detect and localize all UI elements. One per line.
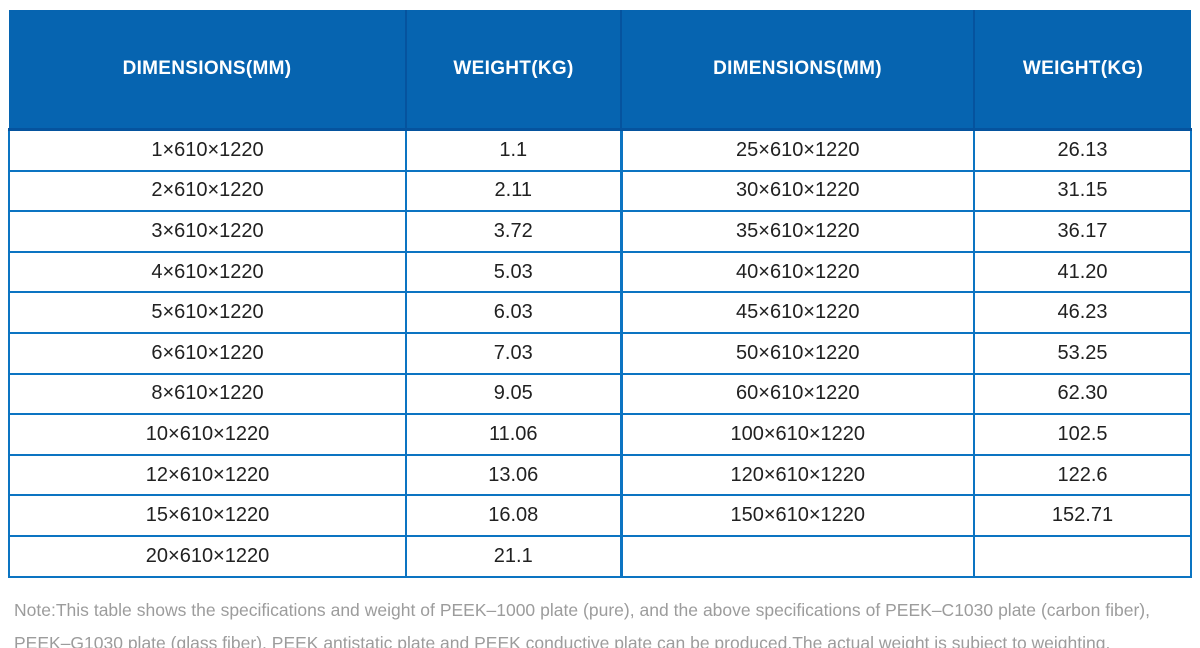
table-cell: 60×610×1220 — [619, 372, 975, 416]
table-cell: 50×610×1220 — [619, 331, 975, 375]
column-header-dimensions-left: DIMENSIONS(MM) — [9, 10, 406, 131]
table-row: 1×610×1220 1.1 25×610×1220 26.13 — [8, 128, 1192, 172]
column-header-weight-left: WEIGHT(KG) — [405, 10, 621, 131]
table-cell: 3.72 — [405, 210, 622, 253]
table-row: 2×610×1220 2.11 30×610×1220 31.15 — [8, 169, 1192, 213]
table-cell: 2.11 — [405, 169, 622, 213]
table-cell: 4×610×1220 — [8, 250, 407, 294]
table-cell: 5×610×1220 — [8, 291, 407, 334]
table-row: 8×610×1220 9.05 60×610×1220 62.30 — [8, 372, 1192, 416]
table-cell: 6.03 — [405, 291, 622, 334]
table-cell: 100×610×1220 — [619, 413, 975, 456]
note-line-2: PEEK–G1030 plate (glass fiber), PEEK ant… — [14, 632, 1111, 648]
table-cell: 11.06 — [405, 413, 622, 456]
table-cell: 10×610×1220 — [8, 413, 407, 456]
table-cell: 120×610×1220 — [619, 453, 975, 497]
table-cell: 7.03 — [405, 331, 622, 375]
table-cell: 16.08 — [405, 494, 622, 537]
table-row: 4×610×1220 5.03 40×610×1220 41.20 — [8, 250, 1192, 294]
table-cell: 40×610×1220 — [619, 250, 975, 294]
table-cell: 62.30 — [973, 372, 1192, 416]
table-row: 10×610×1220 11.06 100×610×1220 102.5 — [8, 413, 1192, 456]
table-row: 5×610×1220 6.03 45×610×1220 46.23 — [8, 291, 1192, 334]
note-line-1: Note:This table shows the specifications… — [14, 599, 1150, 620]
table-cell: 35×610×1220 — [619, 210, 975, 253]
table-cell: 122.6 — [973, 453, 1192, 497]
table-cell: 20×610×1220 — [8, 534, 407, 578]
table-row: 20×610×1220 21.1 — [8, 534, 1192, 578]
table-cell: 13.06 — [405, 453, 622, 497]
table-cell: 21.1 — [405, 534, 622, 578]
table-cell: 1×610×1220 — [8, 128, 407, 172]
table-body: 1×610×1220 1.1 25×610×1220 26.13 2×610×1220 2… — [8, 128, 1192, 578]
table-cell: 36.17 — [973, 210, 1192, 253]
table-cell: 25×610×1220 — [619, 128, 975, 172]
table-cell — [619, 534, 975, 578]
table-cell: 102.5 — [973, 413, 1192, 456]
table-cell: 1.1 — [405, 128, 622, 172]
table-row: 15×610×1220 16.08 150×610×1220 152.71 — [8, 494, 1192, 537]
table-row: 12×610×1220 13.06 120×610×1220 122.6 — [8, 453, 1192, 497]
table-row: 3×610×1220 3.72 35×610×1220 36.17 — [8, 210, 1192, 253]
table-cell: 150×610×1220 — [619, 494, 975, 537]
table-cell: 2×610×1220 — [8, 169, 407, 213]
table-cell: 152.71 — [973, 494, 1192, 537]
table-cell: 6×610×1220 — [8, 331, 407, 375]
table-cell: 26.13 — [973, 128, 1192, 172]
table-cell: 8×610×1220 — [8, 372, 407, 416]
table-cell: 30×610×1220 — [619, 169, 975, 213]
column-header-weight-right: WEIGHT(KG) — [973, 10, 1191, 131]
column-header-dimensions-right: DIMENSIONS(MM) — [620, 10, 974, 131]
table-row: 6×610×1220 7.03 50×610×1220 53.25 — [8, 331, 1192, 375]
table-cell: 53.25 — [973, 331, 1192, 375]
table-cell: 31.15 — [973, 169, 1192, 213]
table-cell: 46.23 — [973, 291, 1192, 334]
table-cell: 9.05 — [405, 372, 622, 416]
table-cell: 45×610×1220 — [619, 291, 975, 334]
table-cell: 3×610×1220 — [8, 210, 407, 253]
table-header-row: DIMENSIONS(MM) WEIGHT(KG) DIMENSIONS(MM)… — [9, 10, 1191, 131]
table-cell: 15×610×1220 — [8, 494, 407, 537]
table-cell: 41.20 — [973, 250, 1192, 294]
table-cell: 12×610×1220 — [8, 453, 407, 497]
spec-table: DIMENSIONS(MM) WEIGHT(KG) DIMENSIONS(MM)… — [8, 10, 1192, 578]
table-cell: 5.03 — [405, 250, 622, 294]
table-cell — [973, 534, 1192, 578]
note-text: Note:This table shows the specifications… — [14, 594, 1150, 648]
